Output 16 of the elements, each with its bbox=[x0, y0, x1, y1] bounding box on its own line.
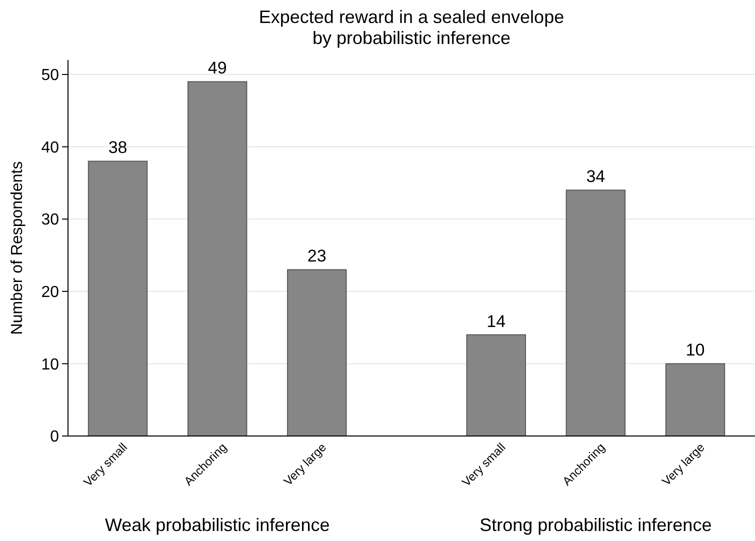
data-label: 34 bbox=[586, 167, 606, 186]
y-tick-label: 20 bbox=[41, 284, 60, 301]
y-axis-title: Number of Respondents bbox=[9, 161, 26, 335]
y-tick-label: 30 bbox=[41, 212, 60, 229]
data-label: 38 bbox=[108, 138, 128, 158]
chart-title: Expected reward in a sealed envelope by probabilistic inference bbox=[258, 7, 564, 48]
y-tick-label: 50 bbox=[41, 67, 60, 84]
text: Weak probabilistic inference bbox=[104, 515, 330, 535]
y-tick-label: 0 bbox=[50, 428, 60, 446]
y-tick-label: 10 bbox=[41, 356, 60, 374]
y-tick-label: 40 bbox=[41, 139, 60, 156]
data-label: 14 bbox=[486, 312, 506, 331]
text: Strong probabilistic inference bbox=[480, 515, 712, 535]
data-label: 49 bbox=[208, 58, 227, 78]
data-label: 23 bbox=[307, 246, 326, 266]
data-label: 10 bbox=[686, 340, 705, 360]
